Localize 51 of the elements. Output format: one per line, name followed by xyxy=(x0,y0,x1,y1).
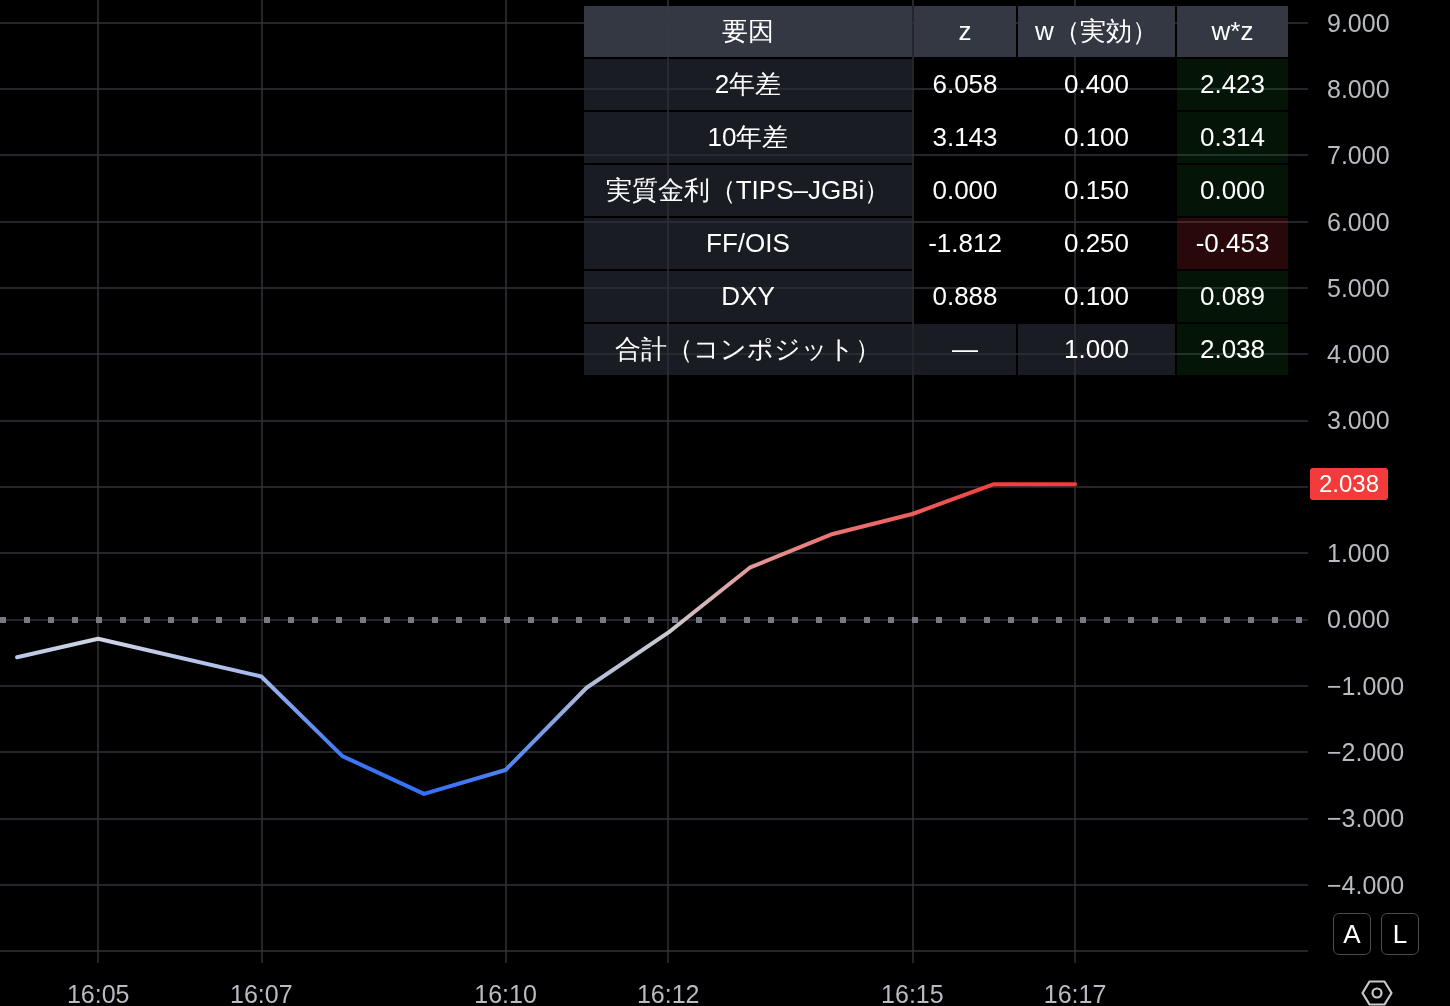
data-label: 0.089 xyxy=(1199,281,1266,312)
x-tick-label: 16:05 xyxy=(66,979,130,1006)
x-tick-label: 16:07 xyxy=(230,979,293,1006)
x-tick-label: 16:17 xyxy=(1043,979,1107,1006)
y-tick-label: 4.000 xyxy=(1327,340,1390,369)
x-tick-label: 16:15 xyxy=(881,979,944,1006)
y-tick-label: 8.000 xyxy=(1327,74,1390,103)
data-label: 0.100 xyxy=(1063,281,1130,312)
data-label: 0.000 xyxy=(1199,175,1266,206)
y-tick-label: 5.000 xyxy=(1327,273,1390,302)
y-tick-label: 7.000 xyxy=(1327,141,1390,170)
data-label: 0.100 xyxy=(1063,122,1130,153)
line-series xyxy=(15,482,1078,796)
y-tick-label: −4.000 xyxy=(1327,870,1405,899)
y-tick-label: DXY xyxy=(721,281,775,312)
data-label: -0.453 xyxy=(1195,228,1270,259)
data-label: 3.143 xyxy=(932,122,998,153)
data-label: 6.058 xyxy=(932,69,998,100)
y-tick-label: 3.000 xyxy=(1327,406,1390,435)
y-tick-label: 9.000 xyxy=(1327,8,1390,37)
toggle-button: L xyxy=(1381,913,1419,955)
toggle-button: A xyxy=(1333,913,1371,955)
x-tick-label: 16:10 xyxy=(474,979,537,1006)
x-tick-label: z xyxy=(958,16,972,47)
y-tick-label: −3.000 xyxy=(1327,804,1405,833)
x-tick-label: 16:12 xyxy=(636,979,700,1006)
data-label: 0.314 xyxy=(1199,122,1266,153)
text: 2.038 xyxy=(1310,468,1389,501)
data-label: 0.400 xyxy=(1063,69,1130,100)
data-label: 2.423 xyxy=(1199,69,1266,100)
data-label: -1.812 xyxy=(928,228,1002,259)
x-tick-label: w*z xyxy=(1211,16,1254,47)
y-tick-label: 実質金利（TIPS–JGBi） xyxy=(605,174,891,207)
y-tick-label: 0.000 xyxy=(1327,605,1390,634)
data-label: 0.000 xyxy=(932,175,998,206)
y-tick-label: −1.000 xyxy=(1327,671,1405,700)
y-tick-label: FF/OIS xyxy=(706,228,790,259)
y-tick-label: −2.000 xyxy=(1327,738,1405,767)
data-label: 1.000 xyxy=(1063,334,1130,365)
y-tick-label: 合計（コンポジット） xyxy=(615,333,881,366)
y-tick-label: 6.000 xyxy=(1327,207,1390,236)
y-tick-label: 10年差 xyxy=(707,121,789,154)
data-label: 2.038 xyxy=(1199,334,1266,365)
data-label: 0.250 xyxy=(1063,228,1130,259)
y-axis-title: 要因 xyxy=(722,15,774,48)
y-tick-label: 1.000 xyxy=(1327,539,1390,568)
y-tick-label: 2年差 xyxy=(714,68,782,101)
data-label: 0.888 xyxy=(932,281,998,312)
data-label: 0.150 xyxy=(1063,175,1130,206)
text: — xyxy=(952,334,978,364)
x-tick-label: w（実効） xyxy=(1035,15,1158,48)
